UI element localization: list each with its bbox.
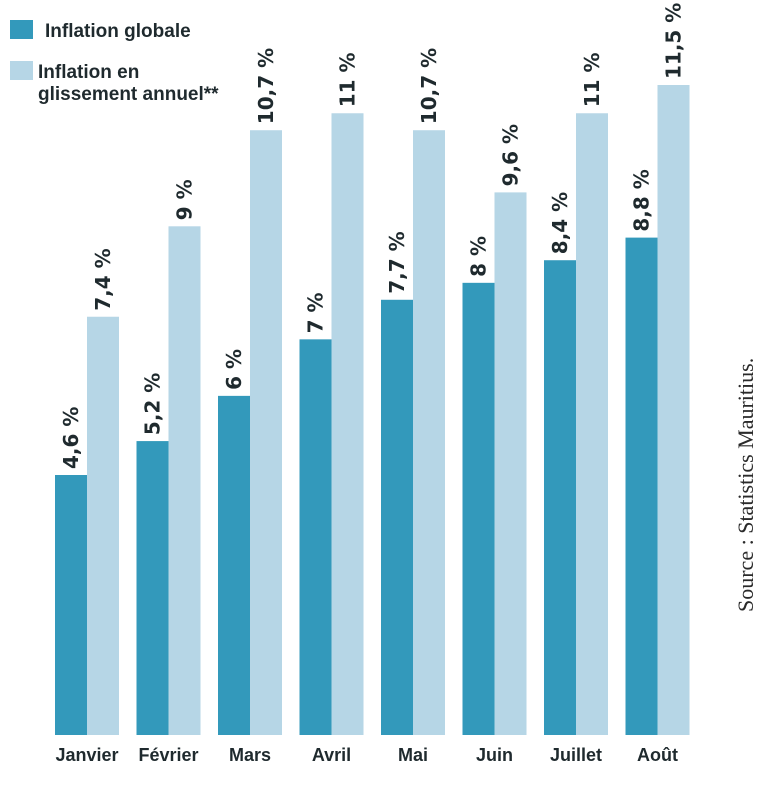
x-tick-label-fevrier: Février bbox=[138, 745, 198, 765]
bar-globale-aout bbox=[625, 237, 658, 735]
value-label-glissement-aout: 11,5 % bbox=[662, 3, 686, 79]
bar-globale-janvier bbox=[55, 475, 87, 735]
value-labels: 4,6 % 7,4 % 5,2 % 9 % 6 % 10,7 % 7 % 11 % 7,7 % 1… bbox=[59, 3, 686, 469]
value-label-glissement-mai: 10,7 % bbox=[417, 48, 441, 124]
legend-swatch-inflation-globale bbox=[10, 20, 33, 39]
bar-glissement-avril bbox=[331, 113, 364, 736]
value-label-globale-juillet: 8,4 % bbox=[548, 192, 572, 254]
legend-swatch-inflation-glissement bbox=[10, 61, 33, 80]
value-label-glissement-mars: 10,7 % bbox=[254, 48, 278, 124]
value-label-globale-janvier: 4,6 % bbox=[59, 407, 83, 469]
bar-glissement-aout bbox=[657, 85, 690, 735]
bar-glissement-juin bbox=[494, 192, 527, 736]
bar-glissement-fevrier bbox=[168, 226, 201, 735]
x-tick-label-juillet: Juillet bbox=[550, 745, 602, 765]
bar-glissement-janvier bbox=[87, 316, 119, 735]
value-label-glissement-janvier: 7,4 % bbox=[91, 248, 115, 310]
legend: Inflation globale Inflation en glissemen… bbox=[10, 20, 219, 105]
value-label-globale-juin: 8 % bbox=[467, 236, 491, 277]
x-axis: Janvier Février Mars Avril Mai Juin Juillet Aoû… bbox=[55, 745, 678, 765]
bar-globale-fevrier bbox=[136, 441, 169, 735]
bar-globale-juin bbox=[462, 282, 495, 735]
bar-glissement-juillet bbox=[576, 113, 608, 736]
value-label-globale-mars: 6 % bbox=[222, 349, 246, 390]
x-tick-label-janvier: Janvier bbox=[55, 745, 118, 765]
bar-globale-avril bbox=[299, 339, 332, 735]
x-tick-label-juin: Juin bbox=[476, 745, 513, 765]
bar-globale-mars bbox=[218, 395, 250, 735]
bar-glissement-mars bbox=[250, 130, 282, 735]
legend-label-inflation-globale: Inflation globale bbox=[45, 21, 191, 42]
x-tick-label-mai: Mai bbox=[398, 745, 428, 765]
x-tick-label-mars: Mars bbox=[229, 745, 271, 765]
value-label-globale-mai: 7,7 % bbox=[385, 231, 409, 293]
value-label-glissement-avril: 11 % bbox=[336, 52, 360, 107]
bars bbox=[55, 85, 690, 736]
source-note: Source : Statistics Mauritius. bbox=[733, 358, 758, 612]
x-tick-label-avril: Avril bbox=[312, 745, 351, 765]
x-tick-label-aout: Août bbox=[637, 745, 678, 765]
bar-globale-juillet bbox=[544, 260, 576, 735]
legend-label-inflation-glissement: Inflation en glissement annuel** bbox=[38, 62, 219, 105]
value-label-globale-fevrier: 5,2 % bbox=[141, 373, 165, 435]
bar-globale-mai bbox=[381, 299, 413, 735]
value-label-glissement-juillet: 11 % bbox=[580, 52, 604, 107]
bar-glissement-mai bbox=[413, 130, 445, 735]
value-label-globale-aout: 8,8 % bbox=[630, 169, 654, 231]
value-label-glissement-juin: 9,6 % bbox=[499, 124, 523, 186]
value-label-globale-avril: 7 % bbox=[304, 292, 328, 333]
value-label-glissement-fevrier: 9 % bbox=[173, 179, 197, 220]
